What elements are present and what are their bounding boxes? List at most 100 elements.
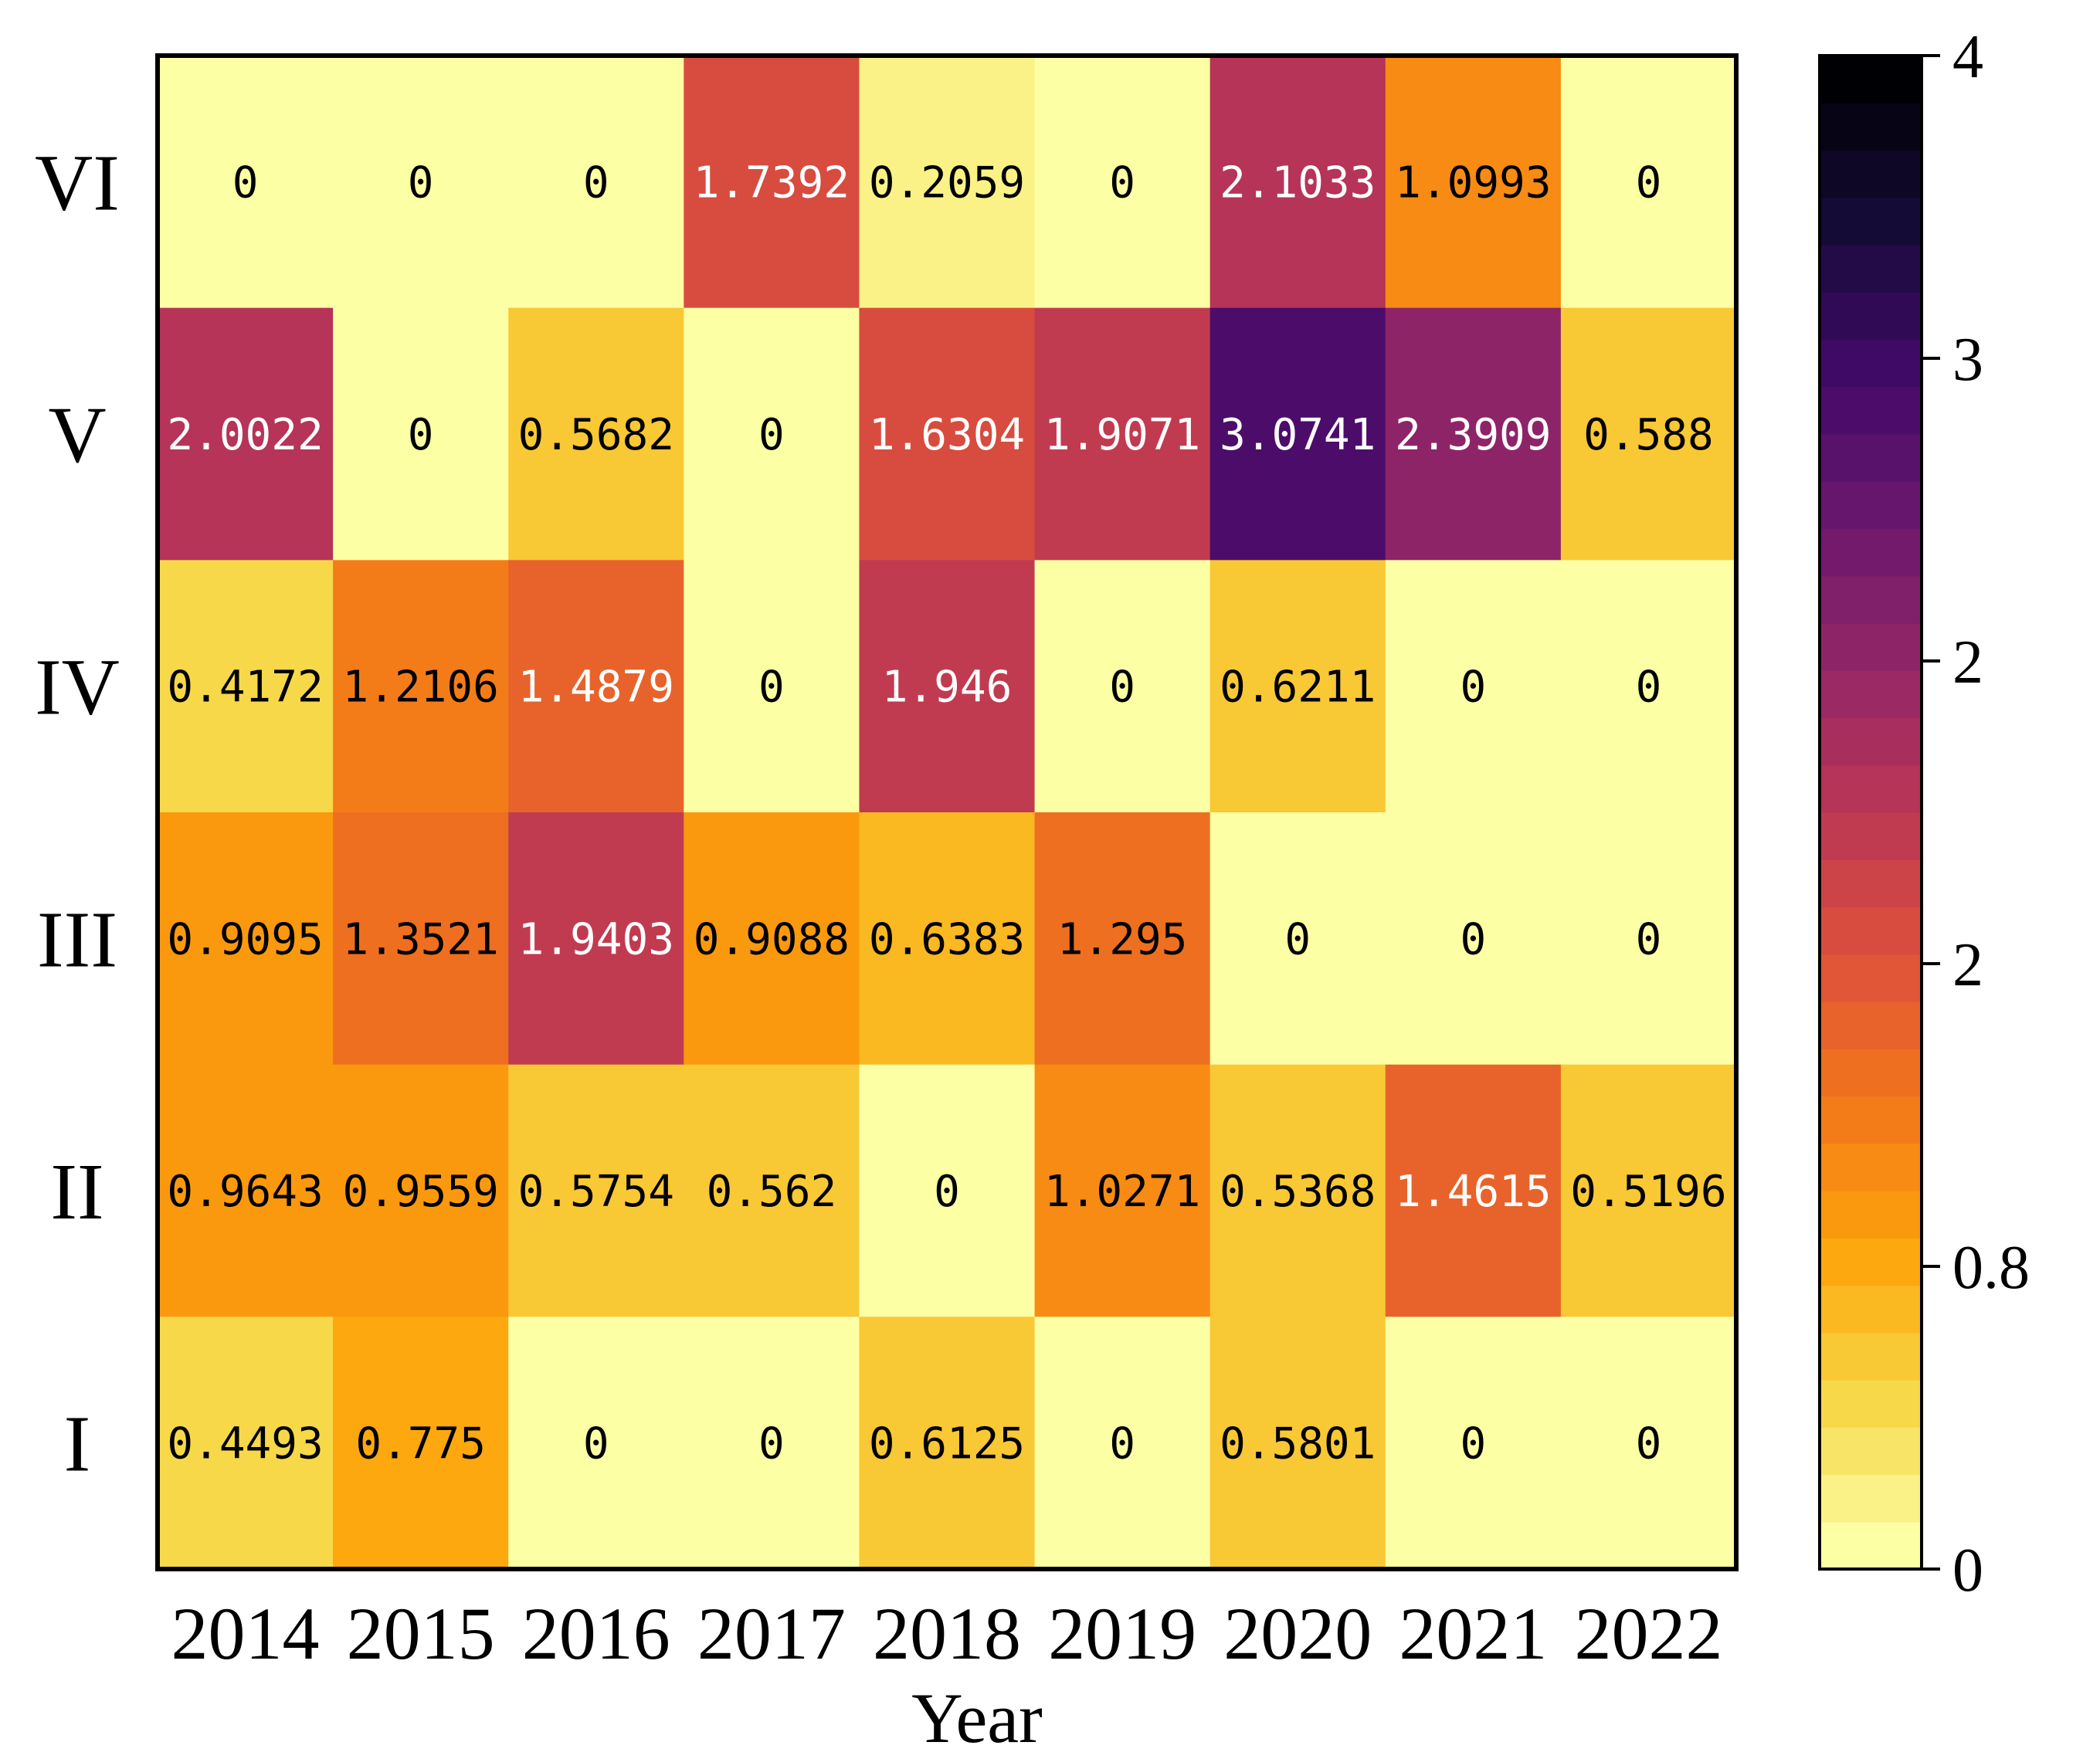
y-tick-label: V: [48, 391, 106, 480]
cell-value-label: 0: [758, 663, 785, 713]
x-tick-label: 2022: [1574, 1592, 1722, 1675]
y-tick-label: IV: [35, 643, 120, 732]
colorbar-segment: [1820, 386, 1922, 435]
heatmap-cell-II-2014: [158, 1064, 334, 1317]
colorbar-segment: [1820, 907, 1922, 955]
heatmap-cell-I-2019: [1034, 1317, 1211, 1570]
colorbar-tick-label: 0: [1952, 1537, 1983, 1605]
cell-value-label: 0.588: [1583, 410, 1714, 460]
colorbar-tick-label: 0.8: [1952, 1234, 2030, 1302]
cell-value-label: 2.1033: [1220, 158, 1376, 208]
cell-value-label: 0: [1636, 914, 1662, 964]
heatmap-cell-V-2015: [333, 307, 509, 561]
colorbar-tick-label: 2: [1952, 931, 1983, 999]
heatmap-cell-II-2022: [1560, 1064, 1737, 1317]
heatmap-cell-I-2017: [684, 1317, 860, 1570]
x-axis-label: Year: [911, 1679, 1043, 1757]
heatmap-cell-II-2016: [508, 1064, 684, 1317]
cell-value-label: 0: [408, 158, 434, 208]
heatmap-cell-III-2020: [1209, 812, 1386, 1066]
x-tick-label: 2017: [697, 1592, 846, 1675]
heatmap-cell-VI-2015: [333, 56, 509, 309]
colorbar: 0 0.8 2 2 3 4: [1818, 23, 2030, 1605]
heatmap-cell-II-2021: [1385, 1064, 1562, 1317]
colorbar-segment: [1820, 1521, 1922, 1570]
heatmap-cell-VI-2022: [1560, 56, 1737, 309]
cell-value-label: 1.3521: [343, 914, 499, 964]
x-tick-label: 2015: [347, 1592, 495, 1675]
heatmap-cell-I-2022: [1560, 1317, 1737, 1570]
colorbar-segment: [1820, 528, 1922, 577]
cell-value-label: 0: [583, 1419, 609, 1469]
colorbar-tick-label: 2: [1952, 629, 1983, 696]
colorbar-segment: [1820, 1049, 1922, 1097]
y-tick-label: I: [64, 1400, 91, 1489]
cell-value-label: 0: [1636, 158, 1662, 208]
heatmap-cell-VI-2016: [508, 56, 684, 309]
heatmap-cell-V-2020: [1209, 307, 1386, 561]
cell-value-label: 0: [1460, 663, 1486, 713]
cell-value-label: 0: [1109, 158, 1135, 208]
heatmap-cell-I-2015: [333, 1317, 509, 1570]
colorbar-segment: [1820, 1143, 1922, 1191]
heatmap-cell-V-2019: [1034, 307, 1211, 561]
heatmap-cell-I-2020: [1209, 1317, 1386, 1570]
cell-value-label: 2.3909: [1395, 410, 1551, 460]
colorbar-segment: [1820, 150, 1922, 198]
cell-value-label: 0: [583, 158, 609, 208]
heatmap-cell-IV-2020: [1209, 560, 1386, 813]
cell-value-label: 1.2106: [343, 663, 499, 713]
plot-frame: [155, 53, 1739, 1571]
cell-value-label: 0.6125: [869, 1419, 1025, 1469]
cell-value-label: 1.295: [1057, 914, 1188, 964]
cell-value-label: 1.0993: [1395, 158, 1551, 208]
colorbar-segment: [1820, 1096, 1922, 1144]
colorbar-tick-label: 3: [1952, 326, 1983, 394]
cell-value-label: 1.9403: [518, 914, 674, 964]
heatmap-cell-VI-2014: [158, 56, 334, 309]
heatmap-cell-II-2019: [1034, 1064, 1211, 1317]
cell-value-label: 0.6383: [869, 914, 1025, 964]
colorbar-segment: [1820, 575, 1922, 624]
cell-value-label: 0: [1636, 1419, 1662, 1469]
y-tick-label: VI: [35, 138, 120, 227]
heatmap-cell-IV-2019: [1034, 560, 1211, 813]
cell-value-label: 1.0271: [1044, 1167, 1200, 1217]
cell-value-label: 0: [1636, 663, 1662, 713]
heatmap-cell-IV-2018: [859, 560, 1036, 813]
heatmap-cell-III-2018: [859, 812, 1036, 1066]
colorbar-segment: [1820, 1332, 1922, 1381]
heatmap-cell-II-2017: [684, 1064, 860, 1317]
cell-value-label: 0.775: [355, 1419, 486, 1469]
heatmap-cell-labels: 0 0 0 1.7392 0.2059 0 2.1033 1.0993 0 2.0022 0 0.56…: [167, 158, 1726, 1469]
heatmap-cell-I-2021: [1385, 1317, 1562, 1570]
cell-value-label: 0.9088: [694, 914, 850, 964]
heatmap-cell-III-2014: [158, 812, 334, 1066]
colorbar-segment: [1820, 812, 1922, 860]
cell-value-label: 0.6211: [1220, 663, 1376, 713]
heatmap-cell-I-2016: [508, 1317, 684, 1570]
x-axis-ticks: 2014 2015 2016 2017 2018 2019 2020 2021 2022: [171, 1592, 1723, 1675]
heatmap-cell-III-2016: [508, 812, 684, 1066]
heatmap-cell-III-2022: [1560, 812, 1737, 1066]
x-tick-label: 2016: [522, 1592, 670, 1675]
heatmap-cell-IV-2022: [1560, 560, 1737, 813]
heatmap-cell-VI-2019: [1034, 56, 1211, 309]
cell-value-label: 0: [758, 1419, 785, 1469]
cell-value-label: 0: [1109, 1419, 1135, 1469]
heatmap-cell-IV-2016: [508, 560, 684, 813]
x-tick-label: 2014: [171, 1592, 320, 1675]
colorbar-segment: [1820, 1002, 1922, 1049]
colorbar-segment: [1820, 623, 1922, 671]
heatmap-cell-VI-2017: [684, 56, 860, 309]
colorbar-segment: [1820, 197, 1922, 246]
cell-value-label: 1.4879: [518, 663, 674, 713]
heatmap-cell-III-2019: [1034, 812, 1211, 1066]
heatmap-cell-IV-2017: [684, 560, 860, 813]
cell-value-label: 2.0022: [167, 410, 323, 460]
y-tick-label: III: [37, 895, 117, 984]
cell-value-label: 0: [1460, 1419, 1486, 1469]
cell-value-label: 0.562: [707, 1167, 837, 1217]
cell-value-label: 0.5196: [1570, 1167, 1726, 1217]
